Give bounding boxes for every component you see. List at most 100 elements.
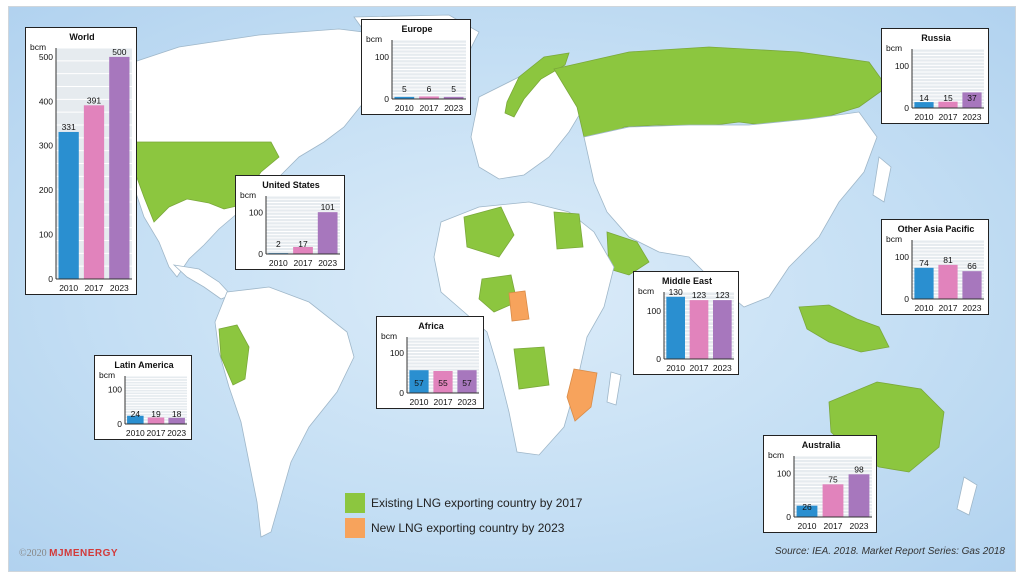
chart-europe: Europe bcm 0 100 5 2010 6 2017 5 2023 — [361, 19, 471, 115]
x-tick-united-states-2023: 2023 — [318, 258, 337, 268]
data-label-europe-2023: 5 — [451, 84, 456, 94]
chart-russia: Russia bcm 0 100 14 2010 15 2017 37 2023 — [881, 28, 989, 124]
data-label-world-2010: 331 — [62, 122, 76, 132]
legend-swatch-existing — [345, 493, 365, 513]
y-tick-world-300: 300 — [39, 141, 53, 151]
data-label-united-states-2010: 2 — [276, 239, 281, 249]
chart-title-latin-america: Latin America — [114, 360, 174, 370]
land-asia — [583, 111, 878, 308]
y-tick-middle-east-100: 100 — [647, 306, 661, 316]
x-tick-world-2017: 2017 — [85, 283, 104, 293]
x-tick-russia-2023: 2023 — [963, 112, 982, 122]
bar-africa-2010 — [409, 370, 429, 393]
bar-other-asia-pacific-2017 — [938, 264, 958, 299]
copyright-prefix: ©2020 — [19, 548, 47, 559]
x-tick-latin-america-2023: 2023 — [167, 428, 186, 438]
x-tick-africa-2017: 2017 — [434, 397, 453, 407]
bar-middle-east-2017 — [689, 300, 709, 359]
x-tick-australia-2010: 2010 — [798, 521, 817, 531]
data-label-australia-2010: 26 — [802, 502, 812, 512]
chart-title-middle-east: Middle East — [662, 276, 712, 286]
chart-world: World bcm 0 100 200 300 400 500 331 2010 391 2017 50… — [25, 27, 137, 295]
chart-middle-east: Middle East bcm 0 100 130 2010 123 2017 123 2023 — [633, 271, 739, 375]
x-tick-middle-east-2017: 2017 — [690, 363, 709, 373]
chart-ylabel-russia: bcm — [886, 43, 902, 53]
x-tick-world-2010: 2010 — [59, 283, 78, 293]
bar-world-2023 — [109, 56, 130, 279]
chart-ylabel-other-asia-pacific: bcm — [886, 234, 902, 244]
chart-title-united-states: United States — [262, 180, 320, 190]
y-tick-middle-east-0: 0 — [656, 354, 661, 364]
world-map — [116, 14, 978, 538]
data-label-australia-2023: 98 — [854, 464, 864, 474]
chart-united-states: United States bcm 0 100 2 2010 17 2017 101 2023 — [235, 175, 345, 270]
legend-label-new: New LNG exporting country by 2023 — [371, 521, 565, 535]
land-japan — [872, 156, 892, 203]
chart-ylabel-australia: bcm — [768, 450, 784, 460]
bar-latin-america-2023 — [168, 417, 185, 424]
bar-russia-2010 — [914, 102, 934, 108]
bar-other-asia-pacific-2023 — [962, 271, 982, 299]
x-tick-other-asia-pacific-2017: 2017 — [939, 303, 958, 313]
data-label-other-asia-pacific-2017: 81 — [943, 255, 953, 265]
bar-latin-america-2010 — [127, 415, 144, 424]
chart-title-africa: Africa — [418, 321, 445, 331]
bar-united-states-2017 — [293, 246, 313, 254]
country-cameroon — [508, 290, 530, 322]
bar-europe-2017 — [419, 96, 439, 99]
x-tick-world-2023: 2023 — [110, 283, 129, 293]
data-label-latin-america-2010: 24 — [131, 409, 141, 419]
chart-ylabel-latin-america: bcm — [99, 370, 115, 380]
bar-australia-2023 — [848, 474, 870, 517]
map-frame: World bcm 0 100 200 300 400 500 331 2010 391 2017 50… — [8, 6, 1016, 572]
copyright: ©2020 MJMENERGY — [19, 548, 118, 559]
bar-africa-2023 — [457, 370, 477, 393]
data-label-europe-2017: 6 — [427, 84, 432, 94]
bar-russia-2023 — [962, 92, 982, 108]
x-tick-middle-east-2010: 2010 — [666, 363, 685, 373]
chart-other-asia-pacific: Other Asia Pacific bcm 0 100 74 2010 81 2017 66 2… — [881, 219, 989, 315]
country-egypt — [553, 211, 584, 250]
bar-world-2017 — [83, 105, 105, 279]
data-label-other-asia-pacific-2023: 66 — [967, 261, 977, 271]
data-label-australia-2017: 75 — [828, 474, 838, 484]
legend-item-new: New LNG exporting country by 2023 — [345, 516, 615, 541]
country-mozambique — [566, 368, 598, 422]
data-label-africa-2017: 55 — [438, 378, 448, 388]
bar-other-asia-pacific-2010 — [914, 267, 934, 299]
y-tick-africa-0: 0 — [399, 388, 404, 398]
bar-middle-east-2010 — [666, 296, 685, 359]
bar-europe-2010 — [394, 96, 415, 99]
chart-title-world: World — [69, 32, 94, 42]
y-tick-world-100: 100 — [39, 230, 53, 240]
chart-middle-east-svg: Middle East bcm 0 100 130 2010 123 2017 123 2023 — [638, 276, 734, 373]
data-label-middle-east-2017: 123 — [692, 290, 706, 300]
y-tick-russia-0: 0 — [904, 103, 909, 113]
bar-united-states-2023 — [317, 212, 338, 254]
chart-russia-svg: Russia bcm 0 100 14 2010 15 2017 37 2023 — [886, 33, 984, 122]
chart-africa: Africa bcm 0 100 57 2010 55 2017 57 2023 — [376, 316, 484, 409]
chart-ylabel-africa: bcm — [381, 331, 397, 341]
land-new-zealand — [956, 476, 978, 516]
data-label-africa-2023: 57 — [462, 378, 472, 388]
data-label-russia-2010: 14 — [919, 93, 929, 103]
bar-world-2010 — [58, 131, 79, 279]
brand-logo: MJMENERGY — [49, 548, 119, 559]
data-label-russia-2023: 37 — [967, 93, 977, 103]
y-tick-world-500: 500 — [39, 52, 53, 62]
x-tick-europe-2023: 2023 — [444, 103, 463, 113]
x-tick-united-states-2010: 2010 — [269, 258, 288, 268]
data-label-middle-east-2023: 123 — [715, 290, 729, 300]
data-label-latin-america-2023: 18 — [172, 409, 182, 419]
y-tick-latin-america-100: 100 — [108, 385, 122, 395]
chart-title-other-asia-pacific: Other Asia Pacific — [898, 224, 975, 234]
country-peru — [218, 324, 250, 386]
land-madagascar — [606, 371, 622, 406]
bar-middle-east-2023 — [713, 300, 732, 359]
data-label-united-states-2017: 17 — [298, 239, 308, 249]
x-tick-other-asia-pacific-2023: 2023 — [963, 303, 982, 313]
country-se-asia — [798, 304, 890, 353]
x-tick-australia-2017: 2017 — [824, 521, 843, 531]
